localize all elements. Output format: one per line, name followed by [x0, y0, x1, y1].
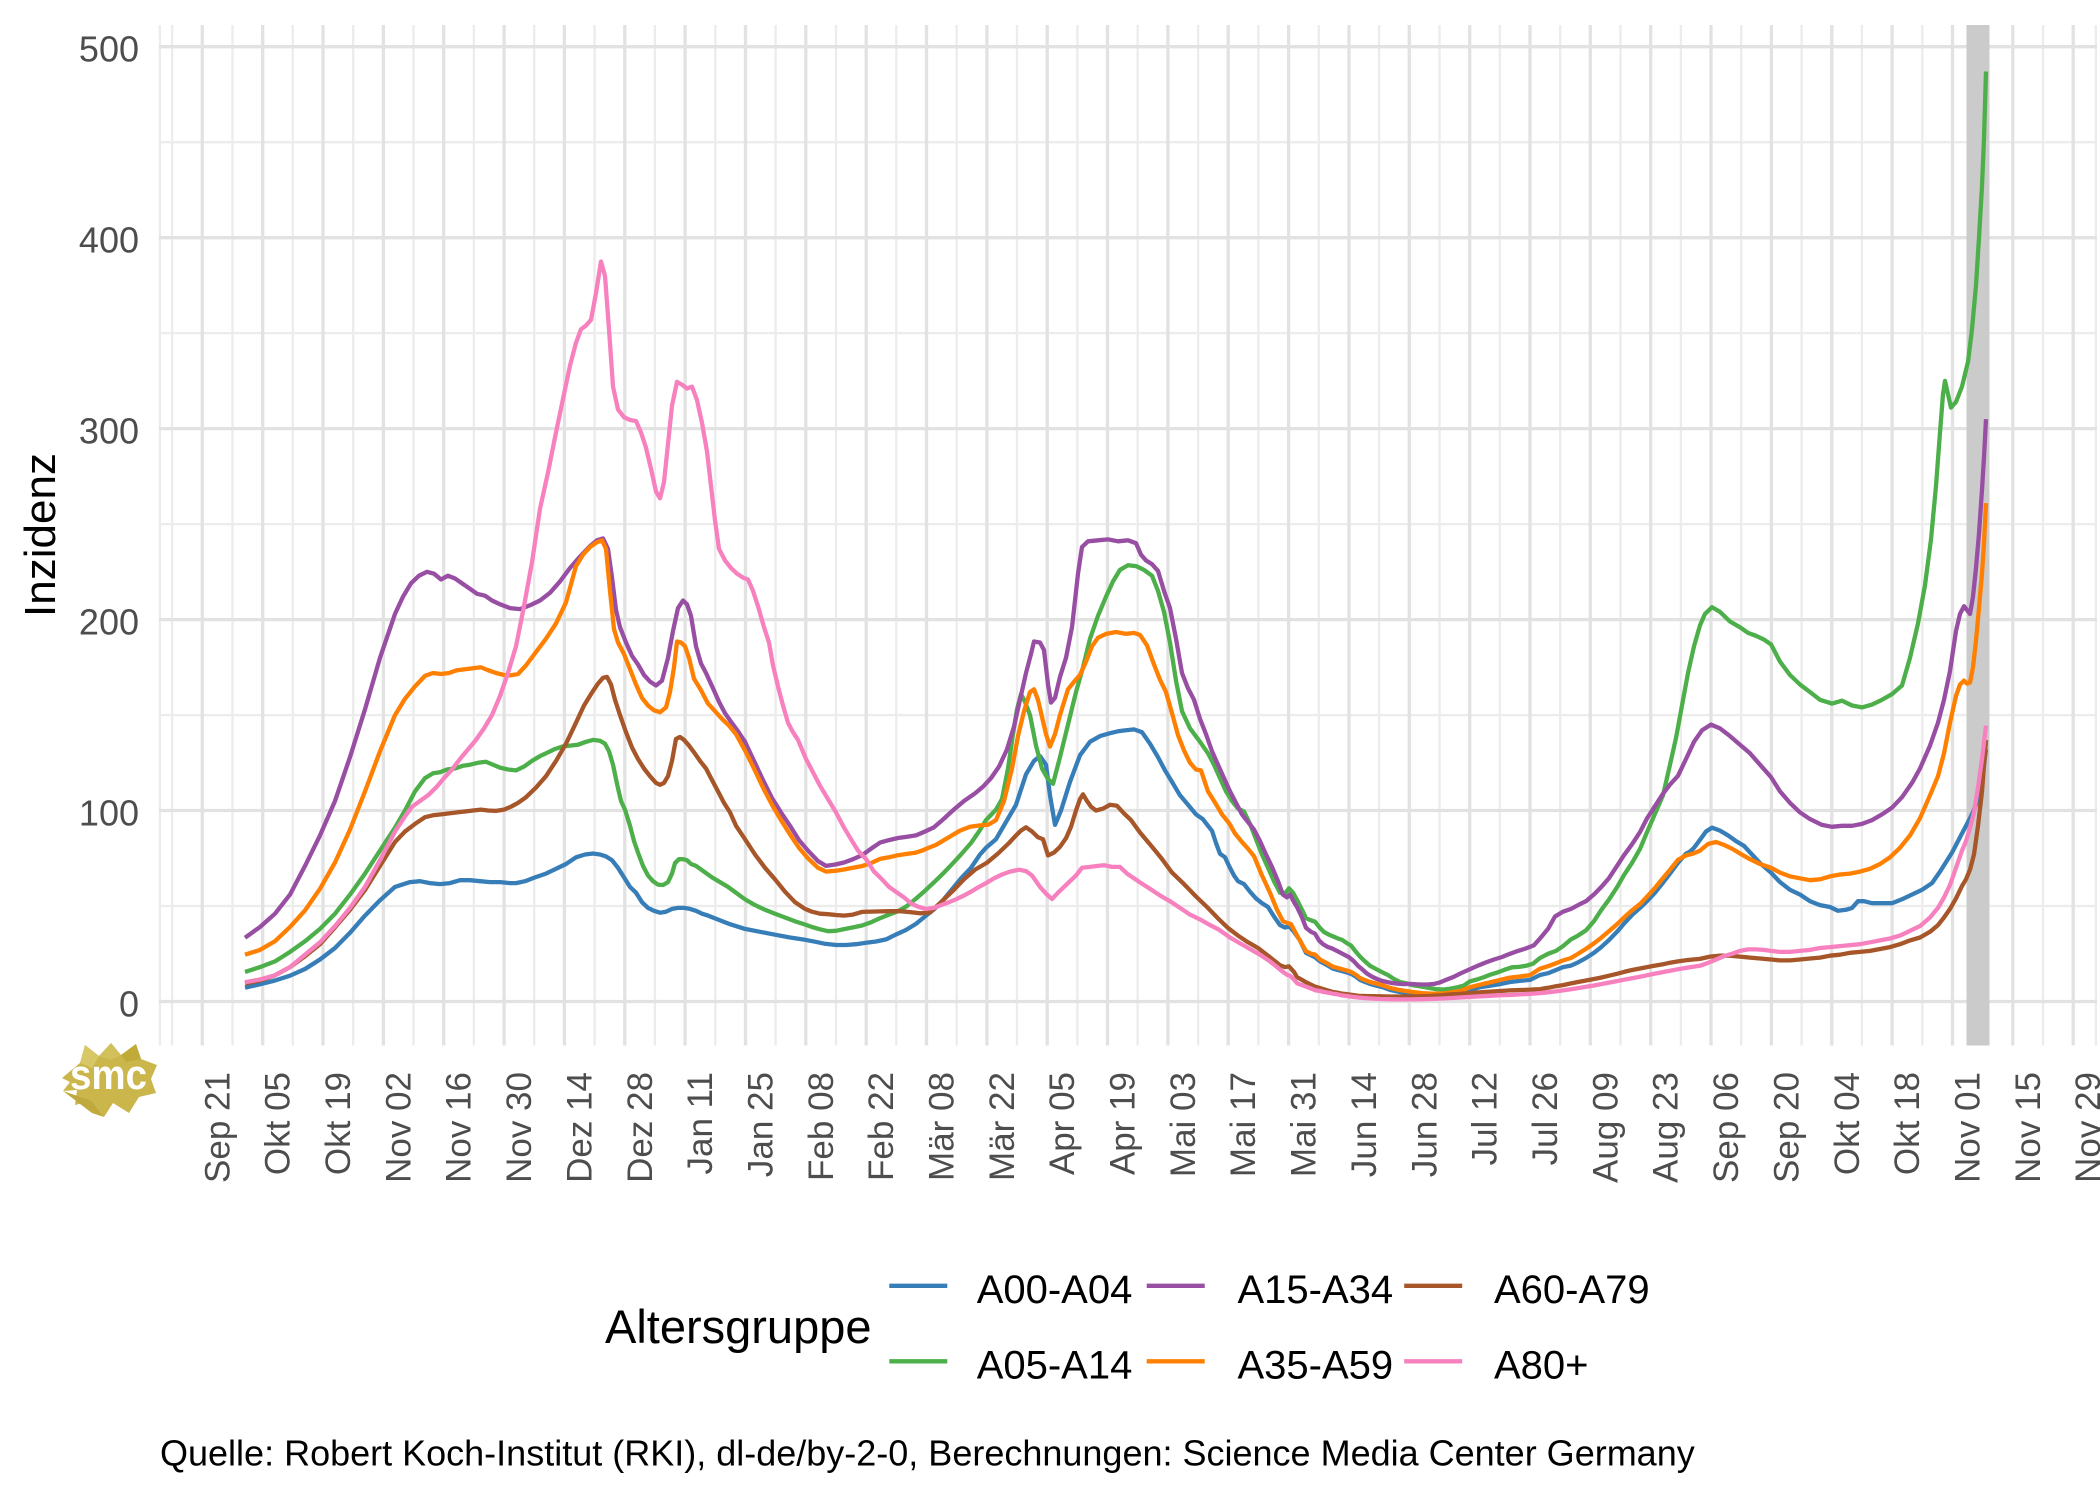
svg-text:Nov 02: Nov 02: [379, 1072, 418, 1183]
svg-text:Quelle: Robert Koch-Institut (: Quelle: Robert Koch-Institut (RKI), dl-d…: [160, 1433, 1695, 1474]
svg-text:A35-A59: A35-A59: [1238, 1344, 1394, 1388]
svg-text:A60-A79: A60-A79: [1494, 1268, 1650, 1312]
svg-text:A15-A34: A15-A34: [1238, 1268, 1394, 1312]
svg-text:Mär 22: Mär 22: [983, 1072, 1022, 1181]
svg-text:Apr 19: Apr 19: [1104, 1072, 1143, 1175]
svg-text:Mär 08: Mär 08: [923, 1072, 962, 1181]
svg-text:Okt 19: Okt 19: [319, 1072, 358, 1175]
svg-text:Nov 16: Nov 16: [440, 1072, 479, 1183]
svg-text:Jan 25: Jan 25: [742, 1072, 781, 1177]
svg-text:smc: smc: [70, 1051, 147, 1098]
svg-text:Mai 31: Mai 31: [1285, 1072, 1324, 1177]
svg-text:Nov 15: Nov 15: [2009, 1072, 2048, 1183]
svg-text:Okt 05: Okt 05: [259, 1072, 298, 1175]
svg-text:A00-A04: A00-A04: [977, 1268, 1133, 1312]
svg-text:Altersgruppe: Altersgruppe: [605, 1300, 872, 1353]
svg-text:Feb 22: Feb 22: [862, 1072, 901, 1181]
svg-text:Inzidenz: Inzidenz: [16, 453, 65, 617]
svg-text:Nov 30: Nov 30: [500, 1072, 539, 1183]
svg-text:Okt 18: Okt 18: [1888, 1072, 1927, 1175]
svg-text:Aug 23: Aug 23: [1647, 1072, 1686, 1183]
svg-text:200: 200: [79, 602, 139, 643]
svg-text:A80+: A80+: [1494, 1344, 1589, 1388]
svg-text:Sep 06: Sep 06: [1707, 1072, 1746, 1183]
svg-text:Jun 14: Jun 14: [1345, 1072, 1384, 1177]
svg-text:Jun 28: Jun 28: [1405, 1072, 1444, 1177]
svg-text:400: 400: [79, 220, 139, 261]
svg-text:Sep 20: Sep 20: [1767, 1072, 1806, 1183]
svg-text:Jul 12: Jul 12: [1466, 1072, 1505, 1165]
svg-text:Jan 11: Jan 11: [681, 1072, 720, 1175]
svg-text:Apr 05: Apr 05: [1043, 1072, 1082, 1175]
svg-text:Okt 04: Okt 04: [1828, 1072, 1867, 1175]
svg-text:500: 500: [79, 29, 139, 70]
svg-text:Jul 26: Jul 26: [1526, 1072, 1565, 1165]
svg-text:Mai 17: Mai 17: [1224, 1072, 1263, 1177]
svg-text:Mai 03: Mai 03: [1164, 1072, 1203, 1177]
svg-text:Nov 01: Nov 01: [1949, 1072, 1988, 1183]
svg-text:Dez 14: Dez 14: [560, 1072, 599, 1183]
svg-text:100: 100: [79, 793, 139, 834]
svg-text:Dez 28: Dez 28: [621, 1072, 660, 1183]
svg-text:0: 0: [119, 984, 139, 1025]
svg-text:300: 300: [79, 411, 139, 452]
svg-text:Nov 29: Nov 29: [2069, 1072, 2100, 1183]
svg-text:A05-A14: A05-A14: [977, 1344, 1133, 1388]
svg-text:Sep 21: Sep 21: [198, 1072, 237, 1183]
svg-text:Aug 09: Aug 09: [1586, 1072, 1625, 1183]
svg-text:Feb 08: Feb 08: [802, 1072, 841, 1181]
